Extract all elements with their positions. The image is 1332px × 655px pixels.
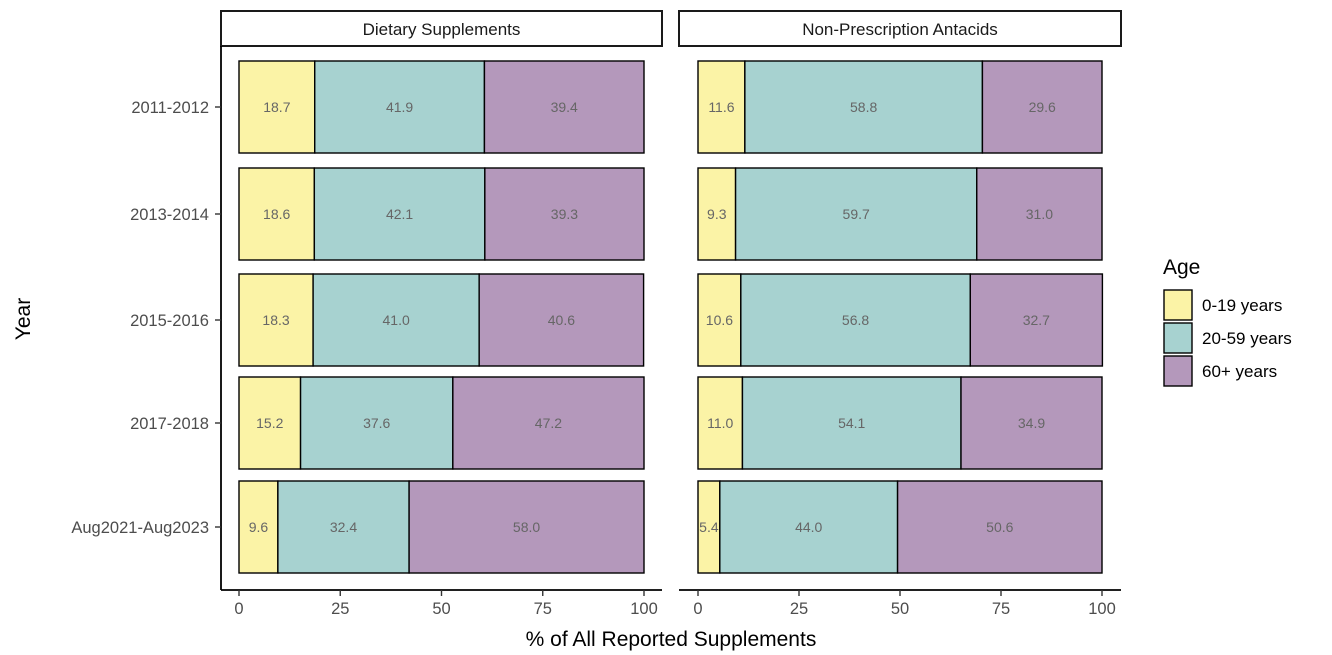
y-tick-label: 2011-2012 bbox=[131, 99, 209, 117]
bar-label: 11.6 bbox=[708, 99, 734, 115]
x-tick-label: 50 bbox=[432, 600, 450, 618]
y-axis: 2011-2012 2013-2014 2015-2016 2017-2018 Aug2… bbox=[71, 46, 222, 590]
bar-label: 41.9 bbox=[386, 99, 413, 115]
x-tick-label: 100 bbox=[630, 600, 658, 618]
bar-segment bbox=[314, 60, 486, 154]
bar-segment bbox=[238, 480, 279, 574]
x-tick-label: 0 bbox=[693, 600, 702, 618]
panel-1: Dietary Supplements 18.7 41.9 39.4 18.6 42.1 3… bbox=[220, 10, 663, 618]
panels-layer: Dietary Supplements 18.7 41.9 39.4 18.6 42.1 3… bbox=[220, 10, 1122, 618]
bar-label: 42.1 bbox=[386, 206, 413, 222]
bar-label: 10.6 bbox=[706, 312, 733, 328]
bar-label: 32.7 bbox=[1023, 312, 1050, 328]
bar-segment bbox=[960, 376, 1103, 470]
bar-segment bbox=[238, 167, 316, 261]
x-tick-label: 0 bbox=[234, 600, 243, 618]
y-tick-label: Aug2021-Aug2023 bbox=[71, 519, 209, 537]
bar-label: 34.9 bbox=[1018, 415, 1045, 431]
bar-segment bbox=[299, 376, 454, 470]
bar-label: 56.8 bbox=[842, 312, 869, 328]
x-tick-label: 25 bbox=[331, 600, 349, 618]
y-tick-label: 2013-2014 bbox=[130, 206, 209, 224]
bar-segment bbox=[697, 60, 746, 154]
bar-label: 39.4 bbox=[551, 99, 578, 115]
bar-label: 5.4 bbox=[699, 519, 719, 535]
legend-label: 20-59 years bbox=[1202, 329, 1292, 348]
bar-label: 18.6 bbox=[263, 206, 290, 222]
panel-2: Non-Prescription Antacids 11.6 58.8 29.6 9.3… bbox=[678, 10, 1122, 618]
bar-segment bbox=[896, 480, 1103, 574]
bar-segment bbox=[740, 273, 971, 367]
bar-label: 50.6 bbox=[986, 519, 1013, 535]
bar-segment bbox=[238, 273, 314, 367]
x-tick-label: 25 bbox=[790, 600, 808, 618]
bar-label: 40.6 bbox=[548, 312, 575, 328]
bar-label: 29.6 bbox=[1029, 99, 1056, 115]
bar-label: 37.6 bbox=[363, 415, 390, 431]
bar-segment bbox=[452, 376, 645, 470]
legend-title: Age bbox=[1163, 256, 1200, 279]
y-tick-label: 2015-2016 bbox=[130, 312, 209, 330]
bar-label: 41.0 bbox=[383, 312, 410, 328]
legend-swatch bbox=[1163, 289, 1193, 321]
bar-label: 9.3 bbox=[707, 206, 727, 222]
bar-label: 58.0 bbox=[513, 519, 540, 535]
bar-label: 18.7 bbox=[263, 99, 290, 115]
y-axis-title: Year bbox=[12, 298, 35, 340]
bar-label: 9.6 bbox=[249, 519, 269, 535]
bar-segment bbox=[741, 376, 962, 470]
bar-label: 15.2 bbox=[256, 415, 283, 431]
bar-segment bbox=[483, 60, 645, 154]
bar-segment bbox=[981, 60, 1103, 154]
legend-label: 60+ years bbox=[1202, 362, 1277, 381]
bar-label: 58.8 bbox=[850, 99, 877, 115]
x-tick-label: 75 bbox=[534, 600, 552, 618]
bar-segment bbox=[478, 273, 645, 367]
x-axis-title: % of All Reported Supplements bbox=[526, 628, 817, 651]
bar-label: 31.0 bbox=[1026, 206, 1053, 222]
y-tick-label: 2017-2018 bbox=[130, 415, 209, 433]
panel-strip bbox=[678, 10, 1122, 47]
bar-label: 47.2 bbox=[535, 415, 562, 431]
bar-segment bbox=[408, 480, 645, 574]
legend: Age 0-19 years 20-59 years 60+ years bbox=[1163, 256, 1292, 387]
bar-segment bbox=[697, 273, 742, 367]
panel-title: Dietary Supplements bbox=[363, 20, 521, 39]
bar-label: 44.0 bbox=[795, 519, 822, 535]
bar-segment bbox=[312, 273, 480, 367]
bar-segment bbox=[238, 60, 316, 154]
bar-label: 11.0 bbox=[707, 415, 733, 431]
bar-label: 39.3 bbox=[551, 206, 578, 222]
legend-swatch bbox=[1163, 355, 1193, 387]
x-tick-label: 100 bbox=[1088, 600, 1116, 618]
legend-label: 0-19 years bbox=[1202, 296, 1282, 315]
bar-segment bbox=[719, 480, 899, 574]
bar-label: 32.4 bbox=[330, 519, 357, 535]
bar-segment bbox=[976, 167, 1103, 261]
bar-segment bbox=[484, 167, 645, 261]
x-tick-label: 75 bbox=[992, 600, 1010, 618]
bar-segment bbox=[697, 376, 744, 470]
panel-strip bbox=[220, 10, 663, 47]
bar-segment bbox=[969, 273, 1104, 367]
legend-swatch bbox=[1163, 322, 1193, 354]
bar-label: 59.7 bbox=[843, 206, 870, 222]
bar-label: 18.3 bbox=[262, 312, 289, 328]
bar-label: 54.1 bbox=[838, 415, 865, 431]
x-tick-label: 50 bbox=[891, 600, 909, 618]
panel-title: Non-Prescription Antacids bbox=[802, 20, 998, 39]
bar-segment bbox=[313, 167, 486, 261]
